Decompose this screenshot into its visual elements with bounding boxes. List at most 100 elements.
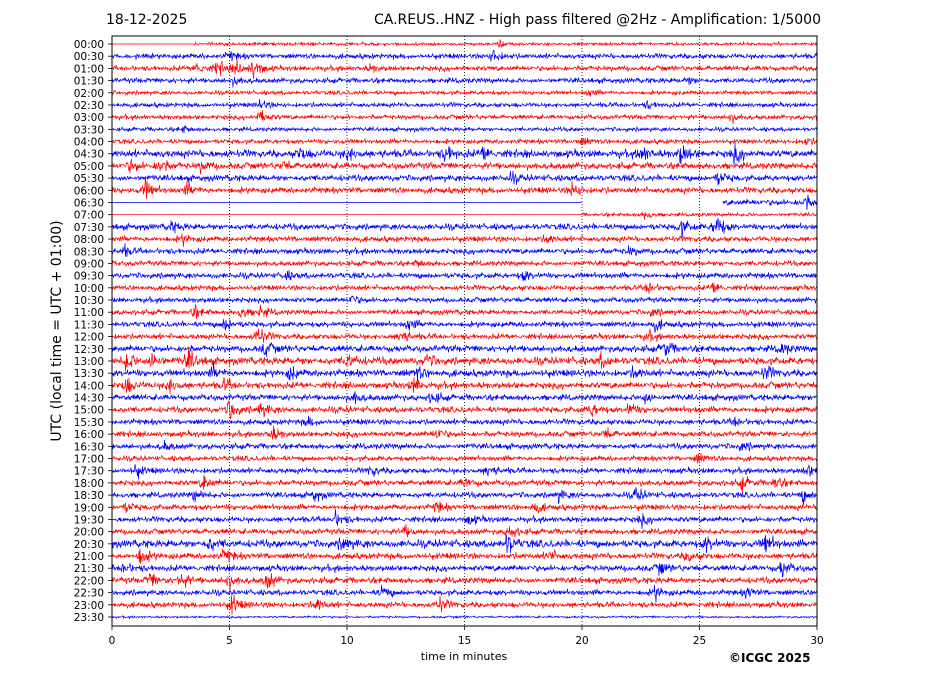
trace-row bbox=[111, 194, 818, 211]
y-tick-label: 08:00 bbox=[74, 234, 104, 246]
trace-row bbox=[111, 391, 818, 405]
y-tick-label: 20:30 bbox=[74, 539, 104, 551]
trace-row bbox=[111, 176, 818, 200]
y-tick-label: 09:30 bbox=[74, 271, 104, 283]
y-tick-label: 07:00 bbox=[74, 210, 104, 222]
y-tick-label: 05:00 bbox=[74, 161, 104, 173]
trace-row bbox=[111, 89, 818, 97]
y-tick-label: 13:30 bbox=[74, 368, 104, 380]
y-tick-label: 02:00 bbox=[74, 88, 104, 100]
y-tick-label: 06:30 bbox=[74, 197, 104, 209]
trace-row bbox=[111, 49, 818, 62]
trace-row bbox=[111, 509, 818, 529]
y-tick-label: 22:00 bbox=[74, 575, 104, 587]
y-tick-label: 03:30 bbox=[74, 124, 104, 136]
y-tick-label: 17:30 bbox=[74, 466, 104, 478]
trace-row bbox=[111, 439, 818, 452]
y-tick-label: 10:00 bbox=[74, 283, 104, 295]
trace-row bbox=[111, 99, 818, 110]
trace-row bbox=[112, 425, 818, 440]
y-tick-label: 08:30 bbox=[74, 246, 104, 258]
trace-row bbox=[111, 487, 818, 506]
y-tick-label: 05:30 bbox=[74, 173, 104, 185]
trace-row bbox=[111, 415, 818, 427]
x-tick-label: 5 bbox=[226, 635, 233, 647]
trace-row bbox=[111, 464, 818, 480]
chart-title: CA.REUS..HNZ - High pass filtered @2Hz -… bbox=[374, 12, 821, 28]
trace-row bbox=[111, 319, 818, 333]
trace-row bbox=[111, 573, 818, 591]
y-tick-label: 12:30 bbox=[74, 344, 104, 356]
y-tick-label: 14:00 bbox=[74, 380, 104, 392]
trace-row bbox=[111, 304, 818, 320]
y-tick-label: 03:00 bbox=[74, 112, 104, 124]
y-tick-label: 22:30 bbox=[74, 588, 104, 600]
x-tick-label: 10 bbox=[340, 635, 353, 647]
y-tick-label: 01:30 bbox=[74, 76, 104, 88]
y-tick-label: 18:30 bbox=[74, 490, 104, 502]
trace-row bbox=[111, 534, 818, 554]
y-tick-label: 23:00 bbox=[74, 600, 104, 612]
y-tick-label: 21:30 bbox=[74, 563, 104, 575]
x-tick-label: 0 bbox=[109, 635, 116, 647]
trace-row bbox=[111, 594, 818, 615]
trace-row bbox=[111, 328, 818, 343]
y-tick-label: 00:30 bbox=[74, 51, 104, 63]
trace-row bbox=[111, 270, 818, 282]
y-tick-label: 19:00 bbox=[74, 502, 104, 514]
trace-row bbox=[111, 58, 818, 79]
trace-row bbox=[111, 137, 818, 146]
trace-row bbox=[111, 295, 818, 305]
y-tick-label: 02:30 bbox=[74, 100, 104, 112]
y-tick-label: 18:00 bbox=[74, 478, 104, 490]
x-tick-label: 20 bbox=[575, 635, 588, 647]
y-tick-label: 11:00 bbox=[74, 307, 104, 319]
y-tick-label: 10:30 bbox=[74, 295, 104, 307]
y-tick-label: 09:00 bbox=[74, 258, 104, 270]
copyright: ©ICGC 2025 bbox=[729, 651, 811, 665]
y-tick-label: 04:00 bbox=[74, 137, 104, 149]
trace-row bbox=[111, 158, 817, 175]
trace-row bbox=[111, 399, 818, 420]
trace-row bbox=[111, 614, 818, 620]
y-tick-label: 15:30 bbox=[74, 417, 104, 429]
y-tick-label: 14:30 bbox=[74, 393, 104, 405]
x-tick-label: 15 bbox=[458, 635, 471, 647]
y-tick-label: 06:00 bbox=[74, 185, 104, 197]
y-tick-label: 07:30 bbox=[74, 222, 104, 234]
trace-row bbox=[111, 452, 818, 464]
y-tick-label: 20:00 bbox=[74, 527, 104, 539]
y-tick-label: 12:00 bbox=[74, 332, 104, 344]
trace-row bbox=[111, 346, 818, 372]
trace-row bbox=[111, 218, 818, 239]
y-tick-label: 13:00 bbox=[74, 356, 104, 368]
trace-row bbox=[111, 376, 818, 395]
y-tick-label: 16:30 bbox=[74, 441, 104, 453]
trace-row bbox=[111, 561, 818, 578]
trace-row bbox=[111, 501, 818, 514]
trace-row bbox=[111, 142, 818, 166]
y-tick-label: 00:00 bbox=[74, 39, 104, 51]
y-tick-label: 21:00 bbox=[74, 551, 104, 563]
y-tick-label: 17:00 bbox=[74, 454, 104, 466]
y-tick-label: 19:30 bbox=[74, 514, 104, 526]
x-axis-label: time in minutes bbox=[420, 650, 508, 663]
y-tick-label: 16:00 bbox=[74, 429, 104, 441]
trace-row bbox=[111, 109, 818, 125]
trace-row bbox=[111, 524, 818, 538]
x-tick-label: 25 bbox=[693, 635, 706, 647]
trace-row bbox=[111, 282, 818, 294]
trace-row bbox=[111, 243, 818, 257]
y-tick-label: 15:00 bbox=[74, 405, 104, 417]
trace-row bbox=[111, 341, 818, 357]
trace-row bbox=[111, 474, 818, 493]
trace-row bbox=[112, 38, 818, 48]
trace-row bbox=[111, 76, 818, 88]
trace-row bbox=[111, 170, 818, 186]
trace-row bbox=[111, 259, 818, 268]
x-tick-label: 30 bbox=[810, 635, 823, 647]
trace-row bbox=[111, 362, 818, 382]
y-tick-label: 11:30 bbox=[74, 319, 104, 331]
